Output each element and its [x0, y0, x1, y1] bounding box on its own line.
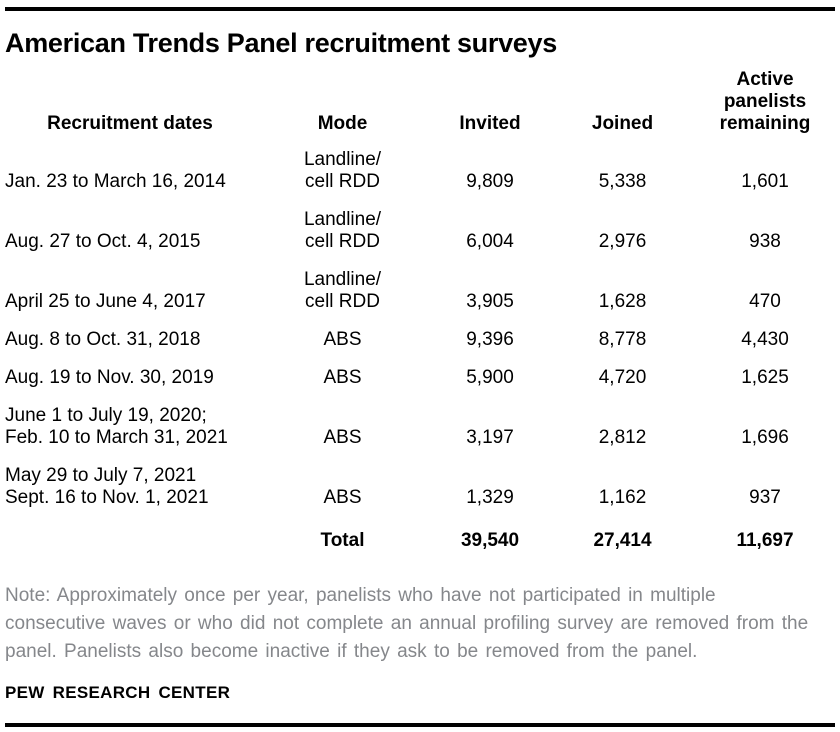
table-row: Aug. 19 to Nov. 30, 2019 ABS 5,900 4,720…	[0, 359, 840, 397]
cell-joined: 1,628	[598, 291, 647, 312]
bottom-divider	[5, 723, 835, 727]
cell-mode: ABS	[323, 329, 362, 350]
cell-invited: 1,329	[466, 487, 514, 508]
table-header: Recruitment dates Mode Invited Joined Ac…	[0, 69, 840, 141]
table-total-row: Total 39,540 27,414 11,697	[0, 517, 840, 561]
cell-dates: Aug. 19 to Nov. 30, 2019	[5, 367, 214, 388]
total-label: Total	[320, 530, 365, 551]
cell-mode: ABS	[323, 427, 362, 448]
table-row: Jan. 23 to March 16, 2014 Landline/ cell…	[0, 141, 840, 201]
page-title: American Trends Panel recruitment survey…	[5, 28, 557, 58]
table-row: April 25 to June 4, 2017 Landline/ cell …	[0, 261, 840, 321]
cell-dates: Aug. 8 to Oct. 31, 2018	[5, 329, 201, 350]
cell-invited: 9,809	[466, 171, 514, 192]
cell-joined: 1,162	[598, 487, 647, 508]
source-attribution: PEW RESEARCH CENTER	[5, 683, 231, 702]
top-divider	[5, 7, 835, 11]
cell-invited: 5,900	[466, 367, 514, 388]
cell-dates: Aug. 27 to Oct. 4, 2015	[5, 231, 201, 252]
col-header-joined: Joined	[591, 113, 654, 134]
recruitment-table: Recruitment dates Mode Invited Joined Ac…	[0, 69, 840, 561]
cell-joined: 8,778	[598, 329, 647, 350]
total-joined: 27,414	[593, 530, 652, 551]
cell-active: 1,601	[741, 171, 789, 192]
cell-dates: May 29 to July 7, 2021 Sept. 16 to Nov. …	[5, 465, 209, 508]
col-header-recruitment-dates: Recruitment dates	[47, 113, 213, 134]
table-row: Aug. 8 to Oct. 31, 2018 ABS 9,396 8,778 …	[0, 321, 840, 359]
total-invited: 39,540	[460, 530, 520, 551]
cell-active: 938	[749, 231, 781, 252]
table-row: June 1 to July 19, 2020; Feb. 10 to Marc…	[0, 397, 840, 457]
table-row: Aug. 27 to Oct. 4, 2015 Landline/ cell R…	[0, 201, 840, 261]
cell-invited: 6,004	[466, 231, 514, 252]
cell-dates: Jan. 23 to March 16, 2014	[5, 171, 226, 192]
cell-invited: 3,197	[466, 427, 514, 448]
cell-active: 4,430	[741, 329, 789, 350]
cell-dates: April 25 to June 4, 2017	[5, 291, 206, 312]
header-row: Recruitment dates Mode Invited Joined Ac…	[0, 69, 840, 141]
cell-invited: 3,905	[466, 291, 514, 312]
col-header-active-panelists-remaining: Active panelists remaining	[719, 69, 811, 134]
cell-mode: Landline/ cell RDD	[303, 149, 382, 192]
cell-active: 1,625	[741, 367, 789, 388]
cell-empty	[0, 517, 260, 561]
total-active: 11,697	[736, 530, 794, 551]
cell-joined: 5,338	[598, 171, 647, 192]
cell-joined: 4,720	[598, 367, 647, 388]
col-header-mode: Mode	[317, 113, 368, 134]
cell-joined: 2,812	[598, 427, 647, 448]
table-row: May 29 to July 7, 2021 Sept. 16 to Nov. …	[0, 457, 840, 517]
cell-active: 1,696	[741, 427, 789, 448]
cell-active: 470	[749, 291, 781, 312]
cell-mode: ABS	[323, 367, 362, 388]
cell-joined: 2,976	[598, 231, 647, 252]
cell-invited: 9,396	[466, 329, 514, 350]
cell-active: 937	[749, 487, 781, 508]
cell-mode: ABS	[323, 487, 362, 508]
col-header-invited: Invited	[459, 113, 521, 134]
cell-mode: Landline/ cell RDD	[303, 269, 382, 312]
cell-mode: Landline/ cell RDD	[303, 209, 382, 252]
cell-dates: June 1 to July 19, 2020; Feb. 10 to Marc…	[5, 405, 228, 448]
table-body: Jan. 23 to March 16, 2014 Landline/ cell…	[0, 141, 840, 561]
footnote: Note: Approximately once per year, panel…	[5, 585, 809, 662]
